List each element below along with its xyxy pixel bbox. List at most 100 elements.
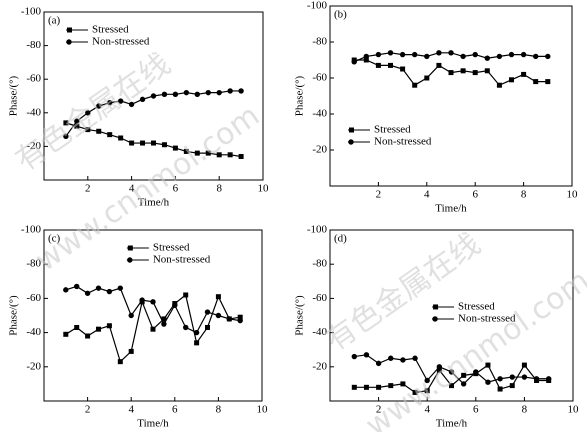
data-point xyxy=(497,376,503,382)
data-point xyxy=(448,50,454,56)
data-point xyxy=(424,53,430,60)
data-point xyxy=(85,110,91,116)
y-tick-label: -20 xyxy=(312,144,327,156)
data-point xyxy=(424,377,430,384)
y-tick-label: -40 xyxy=(26,326,41,338)
x-tick-label: 4 xyxy=(129,183,135,195)
legend-marker xyxy=(433,304,439,310)
data-point xyxy=(363,53,369,60)
legend-label: Non-stressed xyxy=(458,312,516,324)
data-point xyxy=(129,140,135,146)
data-point xyxy=(521,362,527,368)
data-point xyxy=(106,288,113,295)
data-point xyxy=(216,89,222,96)
data-point xyxy=(74,324,80,330)
y-tick-label: -40 xyxy=(312,108,327,120)
data-point xyxy=(85,333,91,339)
data-point xyxy=(227,152,233,158)
data-point xyxy=(400,381,406,387)
data-point xyxy=(63,287,69,293)
y-axis-label: Phase/(°) xyxy=(8,295,20,336)
data-point xyxy=(388,383,394,389)
data-point xyxy=(161,316,167,322)
data-point xyxy=(96,103,102,109)
data-point xyxy=(472,51,478,58)
data-point xyxy=(400,357,406,363)
data-point xyxy=(226,316,232,322)
x-tick-label: 2 xyxy=(376,404,382,416)
y-tick-label: -60 xyxy=(312,72,327,84)
plot-frame xyxy=(329,229,574,402)
x-tick-label: 10 xyxy=(258,183,270,195)
data-point xyxy=(376,384,382,390)
y-tick-label: -100 xyxy=(307,0,328,12)
panel-label: (c) xyxy=(48,233,61,245)
data-point xyxy=(473,369,479,375)
y-tick-label: -20 xyxy=(26,140,41,152)
data-point xyxy=(74,283,80,290)
data-point xyxy=(412,51,418,58)
x-tick-label: 2 xyxy=(376,189,382,201)
data-point xyxy=(521,71,527,77)
legend-label: Stressed xyxy=(92,24,129,36)
watermark: 有色金属在线 xyxy=(319,227,487,359)
data-point xyxy=(484,68,490,74)
data-point xyxy=(161,321,167,327)
legend-marker xyxy=(67,27,72,33)
y-tick-label: -40 xyxy=(26,106,41,118)
x-tick-label: 10 xyxy=(568,404,580,416)
data-point xyxy=(388,355,394,361)
y-tick-label: -80 xyxy=(312,258,327,270)
panel-label: (a) xyxy=(48,15,61,27)
data-point xyxy=(436,367,442,373)
x-tick-label: 6 xyxy=(172,404,178,416)
data-point xyxy=(399,51,406,58)
data-point xyxy=(128,312,134,319)
data-point xyxy=(74,118,80,124)
y-tick-label: -60 xyxy=(26,292,41,304)
panel-label: (d) xyxy=(334,233,347,245)
data-point xyxy=(351,353,357,360)
data-point xyxy=(106,323,112,329)
data-point xyxy=(139,297,145,303)
data-point xyxy=(107,132,113,138)
data-point xyxy=(172,302,178,308)
y-axis-label: Phase/(°) xyxy=(8,75,20,116)
x-tick-label: 6 xyxy=(472,189,478,201)
data-point xyxy=(95,285,102,291)
x-tick-label: 8 xyxy=(522,404,528,416)
y-tick-label: -60 xyxy=(26,73,41,85)
data-point xyxy=(485,379,491,385)
data-point xyxy=(204,309,211,315)
data-point xyxy=(484,55,490,61)
data-point xyxy=(128,348,134,354)
data-point xyxy=(412,389,418,395)
data-point xyxy=(63,133,69,140)
y-tick-label: -20 xyxy=(26,360,41,372)
legend-label: Non-stressed xyxy=(374,136,432,148)
data-point xyxy=(497,386,503,392)
data-point xyxy=(238,153,244,159)
data-point xyxy=(448,70,454,76)
data-point xyxy=(161,142,167,148)
x-tick-label: 8 xyxy=(216,404,222,416)
x-tick-label: 2 xyxy=(85,183,91,195)
data-point xyxy=(533,53,539,60)
data-point xyxy=(546,376,552,382)
data-point xyxy=(400,66,406,72)
data-point xyxy=(375,360,382,367)
data-point xyxy=(460,53,466,60)
panel-label: (b) xyxy=(334,9,347,21)
y-tick-label: -100 xyxy=(307,224,328,236)
data-point xyxy=(63,120,69,126)
data-point xyxy=(183,148,189,154)
data-point xyxy=(215,312,222,319)
data-point xyxy=(96,128,102,134)
data-point xyxy=(150,326,156,332)
data-point xyxy=(485,362,491,368)
x-tick-label: 8 xyxy=(216,183,222,195)
data-point xyxy=(545,53,551,60)
data-point xyxy=(140,140,146,146)
data-point xyxy=(533,79,539,85)
